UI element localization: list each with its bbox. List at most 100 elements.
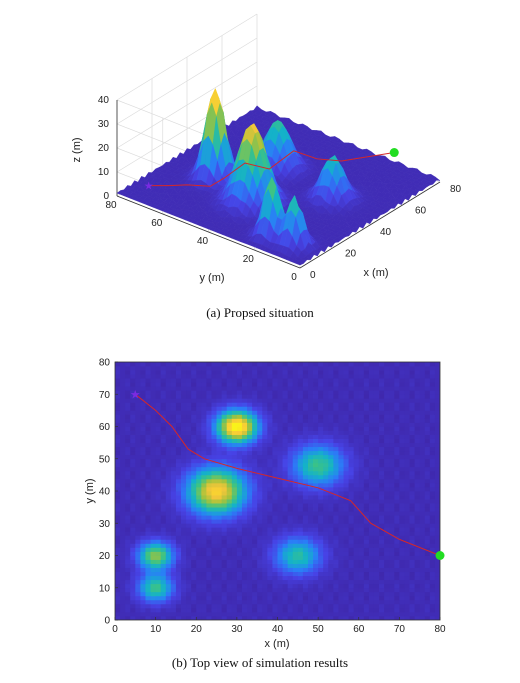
heat-cell <box>221 535 228 540</box>
heat-cell <box>272 366 278 371</box>
heat-cell <box>373 531 380 536</box>
heat-cell <box>358 607 365 613</box>
heat-cell <box>282 458 289 464</box>
heat-cell <box>241 511 248 516</box>
heat-cell <box>307 491 314 496</box>
heat-cell <box>150 587 157 593</box>
heat-cell <box>282 495 289 500</box>
heat-cell <box>333 422 339 427</box>
heat-cell <box>313 551 319 556</box>
heat-cell <box>115 434 121 439</box>
heat-cell <box>338 426 344 431</box>
heat-cell <box>170 547 177 552</box>
heat-cell <box>115 414 121 419</box>
heat-cell <box>363 607 370 613</box>
heat-cell <box>236 491 243 496</box>
heat-cell <box>186 547 192 552</box>
heat-cell <box>343 551 349 556</box>
heat-cell <box>196 543 202 548</box>
heat-cell <box>353 410 360 415</box>
heat-cell <box>170 567 177 573</box>
x-tick-label: 80 <box>450 184 462 195</box>
heat-cell <box>368 547 375 552</box>
heat-cell <box>221 386 228 391</box>
heat-cell <box>226 422 233 427</box>
heat-cell <box>140 406 146 411</box>
heat-cell <box>358 462 365 468</box>
heat-cell <box>267 495 273 500</box>
heat-cell <box>333 515 339 520</box>
heat-cell <box>353 430 360 435</box>
heat-cell <box>140 587 146 593</box>
heat-cell <box>267 503 273 508</box>
heat-cell <box>196 482 202 488</box>
heat-cell <box>328 595 334 601</box>
heat-cell <box>211 523 217 528</box>
heat-cell <box>150 414 157 419</box>
heat-cell <box>120 390 126 395</box>
heat-cell <box>277 362 283 367</box>
heat-cell <box>267 551 273 556</box>
heat-cell <box>373 551 380 556</box>
heat-cell <box>373 374 380 379</box>
heat-cell <box>160 507 167 512</box>
heat-cell <box>338 591 344 597</box>
heat-cell <box>287 511 294 516</box>
heat-cell <box>307 583 314 589</box>
heat-cell <box>140 507 146 512</box>
heat-cell <box>206 418 212 423</box>
heat-cell <box>302 567 309 573</box>
heat-cell <box>115 370 121 375</box>
heat-cell <box>353 382 360 387</box>
heat-cell <box>221 478 228 484</box>
heat-cell <box>282 543 289 548</box>
heat-cell <box>125 466 131 472</box>
heat-cell <box>257 555 263 560</box>
heat-cell <box>140 571 146 577</box>
heat-cell <box>373 539 380 544</box>
heat-cell <box>181 462 187 468</box>
heat-cell <box>333 426 339 431</box>
heat-cell <box>302 547 309 552</box>
heat-cell <box>277 555 283 560</box>
heat-cell <box>120 551 126 556</box>
heat-cell <box>267 386 273 391</box>
heat-cell <box>257 486 263 492</box>
heat-cell <box>363 438 370 444</box>
heat-cell <box>241 515 248 520</box>
heat-cell <box>307 430 314 435</box>
heat-cell <box>292 503 299 508</box>
heat-cell <box>236 450 243 456</box>
heat-cell <box>155 418 162 423</box>
heat-cell <box>363 454 370 460</box>
heat-cell <box>363 615 370 620</box>
heat-cell <box>115 466 121 472</box>
heat-cell <box>348 454 355 460</box>
heat-cell <box>175 450 182 456</box>
heat-cell <box>201 454 207 460</box>
heat-cell <box>353 462 360 468</box>
heat-cell <box>368 434 375 439</box>
heat-cell <box>145 466 151 472</box>
heat-cell <box>333 607 339 613</box>
heat-cell <box>196 386 202 391</box>
heat-cell <box>206 531 212 536</box>
heat-cell <box>155 567 162 573</box>
heat-cell <box>160 390 167 395</box>
heat-cell <box>262 478 268 484</box>
heat-cell <box>241 394 248 399</box>
heat-cell <box>165 591 172 597</box>
heat-cell <box>373 486 380 492</box>
heat-cell <box>363 495 370 500</box>
heat-cell <box>216 519 223 524</box>
heat-cell <box>313 611 319 617</box>
heat-cell <box>175 543 182 548</box>
heat-cell <box>338 366 344 371</box>
heat-cell <box>120 543 126 548</box>
heat-cell <box>160 531 167 536</box>
heat-cell <box>267 599 273 605</box>
heat-cell <box>297 559 304 564</box>
heat-cell <box>373 366 380 371</box>
heat-cell <box>135 470 141 476</box>
heat-cell <box>201 575 207 581</box>
